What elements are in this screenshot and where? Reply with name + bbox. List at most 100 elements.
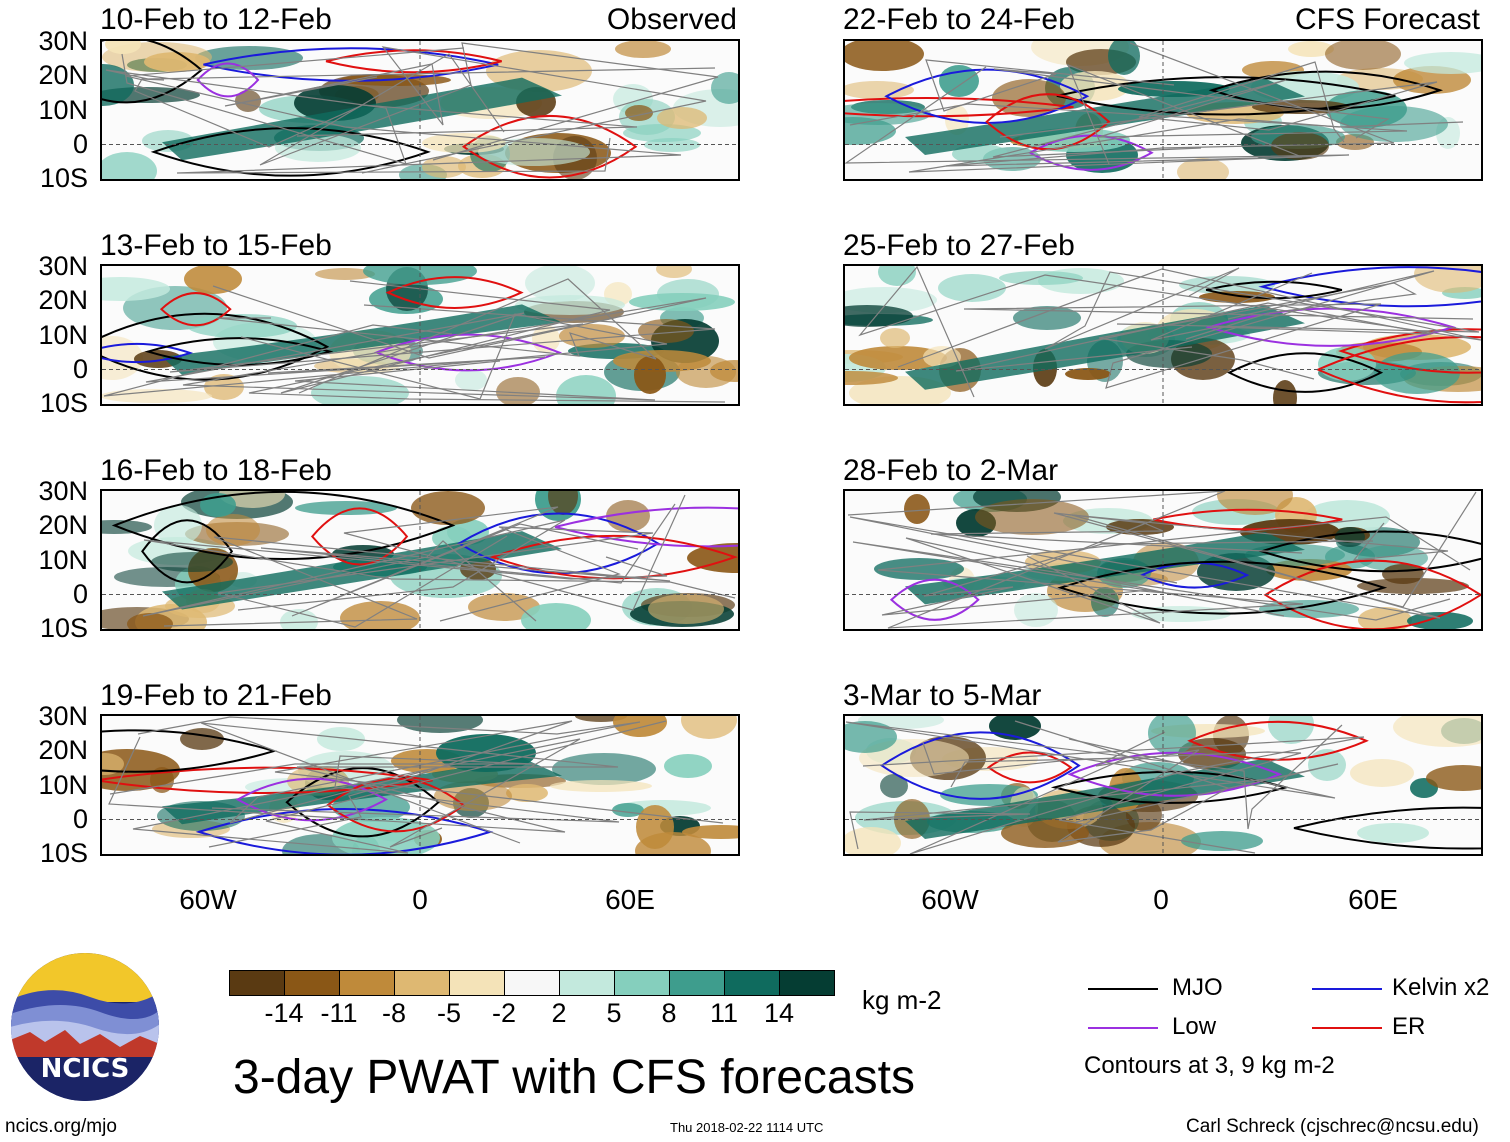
map-panel-forecast-3 xyxy=(843,489,1483,631)
pwat-anomaly-blob xyxy=(1271,132,1329,160)
panel-title-5: 16-Feb to 18-Feb xyxy=(100,454,332,487)
lat-tick: 10N xyxy=(38,545,88,575)
contour-line xyxy=(1205,280,1343,300)
contour-line xyxy=(102,312,330,381)
coastline xyxy=(145,280,611,394)
pwat-anomaly-blob xyxy=(496,377,540,404)
pwat-anomaly-blob xyxy=(1181,831,1263,851)
pwat-anomaly-blob xyxy=(1014,593,1058,627)
legend-line-mjo xyxy=(1088,988,1158,990)
contour-line xyxy=(1028,134,1154,171)
contour-line xyxy=(1293,806,1481,850)
pwat-anomaly-blob xyxy=(687,543,738,573)
pwat-anomaly-blob xyxy=(648,594,724,624)
coastline xyxy=(134,78,638,148)
map-shading xyxy=(102,491,738,629)
lat-tick: 30N xyxy=(38,26,88,56)
pwat-anomaly-blob xyxy=(952,144,1008,164)
map-shading xyxy=(845,266,1481,404)
coastline xyxy=(845,66,1464,173)
colorbar-label: -2 xyxy=(491,998,516,1028)
lon-tick: 0 xyxy=(412,884,428,915)
pwat-anomaly-blob xyxy=(845,81,914,99)
coastline xyxy=(963,270,1474,389)
contour-line xyxy=(111,491,456,560)
pwat-anomaly-blob xyxy=(180,728,224,750)
legend-label-low: Low xyxy=(1172,1013,1217,1040)
pwat-anomaly-blob xyxy=(1199,291,1275,303)
pwat-anomaly-blob xyxy=(845,305,913,327)
colorbar-label: 5 xyxy=(606,998,622,1028)
moisture-band xyxy=(162,757,562,825)
map-panel-forecast-4 xyxy=(843,714,1483,856)
contour-line xyxy=(141,519,234,584)
pwat-anomaly-blob xyxy=(664,754,712,778)
pwat-anomaly-blob xyxy=(144,52,210,72)
pwat-anomaly-blob xyxy=(1325,41,1401,70)
colorbar-label: -14 xyxy=(264,998,304,1028)
pwat-anomaly-blob xyxy=(1065,368,1111,380)
coastline xyxy=(925,59,1390,139)
pwat-anomaly-blob xyxy=(999,271,1083,285)
pwat-anomaly-blob xyxy=(636,805,674,849)
coastline xyxy=(999,61,1438,143)
coastline xyxy=(291,494,686,617)
contour-line xyxy=(203,47,499,82)
colorbar-cell xyxy=(724,970,780,996)
pwat-anomaly-blob xyxy=(1288,41,1334,57)
pwat-anomaly-blob xyxy=(548,491,578,515)
panel-title-6: 28-Feb to 2-Mar xyxy=(843,454,1059,487)
coastline xyxy=(849,763,1339,850)
pwat-anomaly-blob xyxy=(845,41,924,71)
pwat-anomaly-blob xyxy=(1108,41,1140,75)
legend-label-er: ER xyxy=(1392,1013,1426,1040)
pwat-anomaly-blob xyxy=(332,817,440,854)
colorbar-label: 14 xyxy=(763,998,795,1028)
lat-tick: 10S xyxy=(39,838,88,868)
coastline xyxy=(224,46,707,174)
contour-line xyxy=(325,49,502,74)
map-shading xyxy=(102,41,738,179)
pwat-anomaly-blob xyxy=(315,268,375,280)
pwat-anomaly-blob xyxy=(845,371,898,385)
contour-line xyxy=(310,507,409,566)
lat-tick: 0 xyxy=(72,129,88,159)
pwat-anomaly-blob xyxy=(521,603,591,629)
coastline xyxy=(1098,282,1417,380)
coastline xyxy=(108,722,619,844)
coastline xyxy=(137,716,641,824)
pwat-anomaly-blob xyxy=(1335,527,1365,547)
footer-url[interactable]: ncics.org/mjo xyxy=(5,1116,117,1137)
contours-note: Contours at 3, 9 kg m-2 xyxy=(1084,1052,1335,1079)
lat-tick: 20N xyxy=(38,510,88,540)
pwat-anomaly-blob xyxy=(1407,612,1473,629)
coastline xyxy=(1044,267,1480,350)
panel-label-forecast: CFS Forecast xyxy=(1294,3,1480,36)
pwat-anomaly-blob xyxy=(1308,749,1346,781)
coastline xyxy=(216,278,657,394)
coastline xyxy=(849,79,1408,158)
pwat-anomaly-blob xyxy=(559,324,625,348)
contour-line xyxy=(1258,266,1481,308)
pwat-anomaly-blob xyxy=(1357,578,1469,594)
lat-tick: 0 xyxy=(72,354,88,384)
colorbar-label: -5 xyxy=(436,998,461,1028)
pwat-anomaly-blob xyxy=(656,266,692,278)
contour-line xyxy=(985,93,1111,151)
pwat-anomaly-blob xyxy=(340,601,420,629)
lon-tick: 60W xyxy=(179,884,237,915)
ncics-logo: NCICS xyxy=(10,952,160,1102)
moisture-band xyxy=(162,77,562,161)
pwat-anomaly-blob xyxy=(1374,352,1460,394)
pwat-anomaly-blob xyxy=(1393,716,1481,747)
map-panel-observed-2 xyxy=(100,264,740,406)
map-shading xyxy=(102,266,738,404)
pwat-anomaly-blob xyxy=(102,753,124,775)
colorbar-cell xyxy=(504,970,560,996)
coastline xyxy=(259,42,719,166)
main-title: 3-day PWAT with CFS forecasts xyxy=(233,1051,915,1104)
map-panel-forecast-2 xyxy=(843,264,1483,406)
pwat-anomaly-blob xyxy=(710,360,738,382)
coastline xyxy=(163,503,676,627)
legend-line-low xyxy=(1088,1027,1158,1029)
